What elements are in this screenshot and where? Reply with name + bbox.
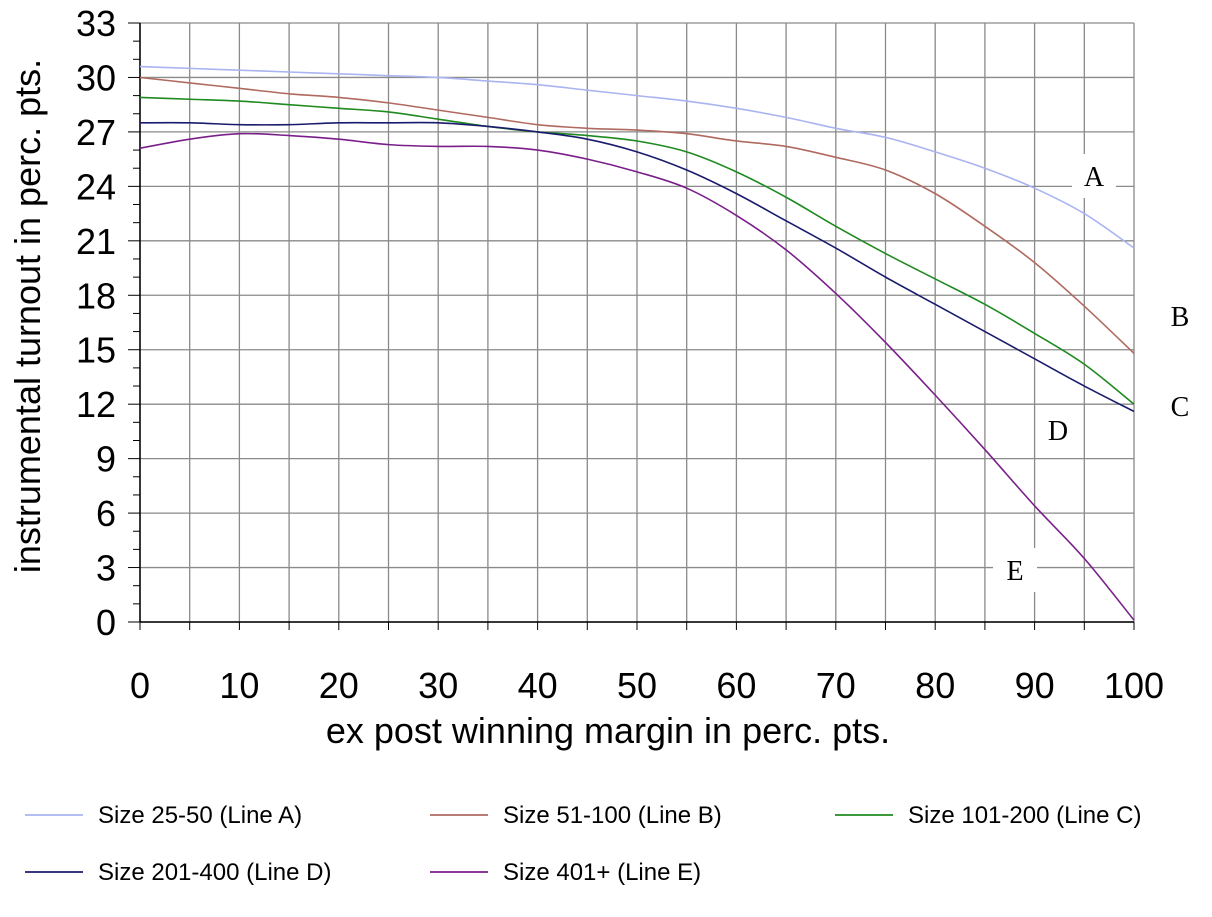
- x-tick-label: 0: [130, 665, 150, 706]
- line-label-b: B: [1171, 302, 1190, 333]
- y-tick-label: 9: [96, 439, 116, 480]
- legend: Size 25-50 (Line A) Size 51-100 (Line B) S…: [25, 802, 1141, 886]
- line-label-a: A: [1084, 162, 1105, 193]
- legend-entry-label: Size 101-200 (Line C): [908, 802, 1141, 829]
- y-axis-label: instrumental turnout in perc. pts.: [7, 59, 48, 573]
- x-axis-label: ex post winning margin in perc. pts.: [326, 710, 890, 751]
- line-label-background: [1072, 154, 1116, 198]
- y-tick-label: 30: [76, 57, 116, 98]
- x-tick-label: 30: [418, 665, 458, 706]
- y-tick-label: 33: [76, 3, 116, 44]
- series-line-b: [139, 76, 1135, 354]
- y-tick-label: 27: [76, 112, 116, 153]
- x-tick-label: 90: [1015, 665, 1055, 706]
- line-label-background: [993, 548, 1037, 592]
- x-tick-label: 10: [219, 665, 259, 706]
- series-line-c: [139, 96, 1135, 405]
- x-tick-label: 70: [816, 665, 856, 706]
- y-tick-label: 15: [76, 330, 116, 371]
- legend-entry-label: Size 51-100 (Line B): [503, 802, 722, 829]
- line-label-background: [1158, 294, 1202, 338]
- legend-entry-label: Size 201-400 (Line D): [98, 859, 331, 886]
- line-end-labels: A B C D E: [993, 154, 1202, 592]
- x-tick-label: 20: [319, 665, 359, 706]
- series-line-a: [139, 65, 1135, 249]
- y-tick-label: 18: [76, 275, 116, 316]
- y-tick-label: 0: [96, 602, 116, 643]
- grid-lines: [139, 22, 1135, 623]
- tick-labels: 0 3 6 9 12 15 18 21 24 27 30 33 0 10 20 30 40 50 60 70 80 90 1…: [76, 3, 1164, 706]
- x-tick-label: 80: [915, 665, 955, 706]
- x-tick-label: 50: [617, 665, 657, 706]
- x-tick-label: 100: [1104, 665, 1164, 706]
- y-tick-label: 6: [96, 493, 116, 534]
- line-label-background: [1158, 384, 1202, 428]
- line-label-e: E: [1006, 556, 1023, 587]
- y-tick-label: 12: [76, 384, 116, 425]
- legend-entry-label: Size 401+ (Line E): [503, 859, 701, 886]
- series-line-e: [139, 132, 1135, 621]
- series-line-d: [139, 121, 1135, 413]
- line-label-d: D: [1048, 416, 1068, 447]
- x-tick-label: 60: [716, 665, 756, 706]
- legend-entry-label: Size 25-50 (Line A): [98, 802, 302, 829]
- y-tick-label: 24: [76, 166, 116, 207]
- line-label-c: C: [1171, 392, 1190, 423]
- series-lines: [139, 65, 1135, 621]
- line-label-background: [1036, 408, 1080, 452]
- x-tick-label: 40: [518, 665, 558, 706]
- y-tick-label: 3: [96, 548, 116, 589]
- y-tick-label: 21: [76, 221, 116, 262]
